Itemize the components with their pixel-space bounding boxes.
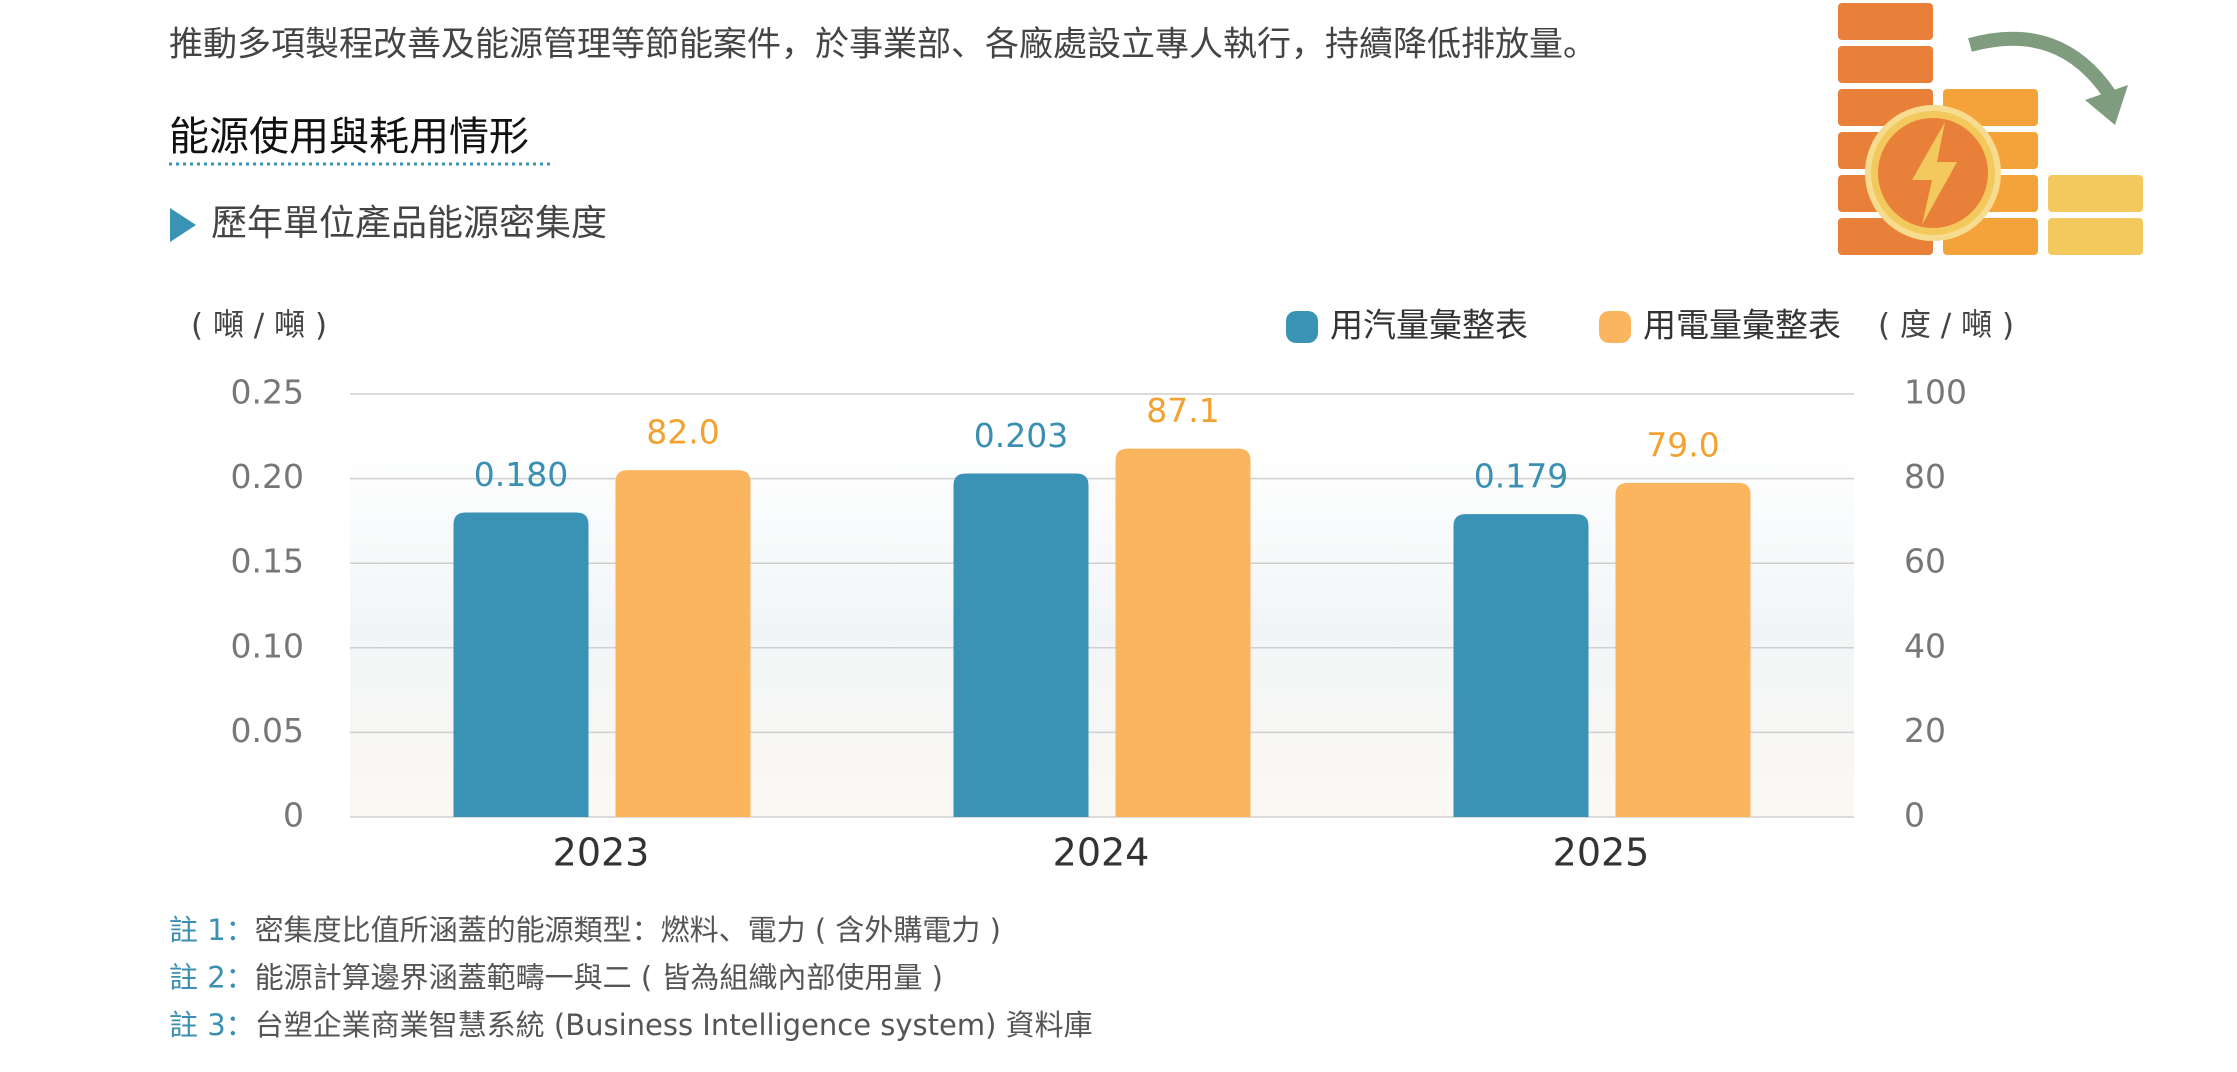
- legend-swatch: [1286, 311, 1318, 343]
- intro-text: 推動多項製程改善及能源管理等節能案件，於事業部、各廠處設立專人執行，持續降低排放…: [169, 25, 1597, 65]
- y2-tick-label: 60: [1904, 542, 1946, 581]
- x-tick-label: 2025: [1553, 831, 1650, 875]
- y2-axis-label: ( 度 / 噸 ): [1878, 308, 2014, 344]
- plot-background: [350, 440, 1854, 817]
- note: 註 3：台塑企業商業智慧系統 (Business Intelligence sy…: [169, 1008, 1093, 1042]
- note: 註 1：密集度比值所涵蓋的能源類型：燃料、電力 ( 含外購電力 ): [169, 913, 1001, 947]
- y-tick-label: 0.05: [231, 711, 304, 750]
- legend-swatch: [1599, 311, 1631, 343]
- legend-label: 用汽量彙整表: [1330, 306, 1528, 345]
- value-label: 87.1: [1146, 391, 1219, 430]
- note-text: 台塑企業商業智慧系統 (Business Intelligence system…: [255, 1008, 1093, 1042]
- y-tick-label: 0.25: [231, 373, 304, 412]
- chart-title: 歷年單位產品能源密集度: [211, 203, 607, 244]
- y2-tick-label: 100: [1904, 373, 1967, 412]
- value-label: 0.179: [1474, 457, 1568, 496]
- y2-tick-label: 80: [1904, 457, 1946, 496]
- note-label: 註 3：: [169, 1008, 255, 1042]
- bar: [453, 512, 589, 817]
- section-title: 能源使用與耗用情形: [169, 114, 529, 160]
- y-tick-label: 0: [283, 796, 304, 835]
- bar: [615, 470, 751, 817]
- y2-tick-label: 20: [1904, 711, 1946, 750]
- note-text: 密集度比值所涵蓋的能源類型：燃料、電力 ( 含外購電力 ): [255, 913, 1001, 947]
- value-label: 79.0: [1646, 425, 1719, 464]
- legend-label: 用電量彙整表: [1643, 306, 1841, 345]
- y-tick-label: 0.15: [231, 542, 304, 581]
- value-label: 0.180: [474, 455, 568, 494]
- x-tick-label: 2024: [1053, 831, 1150, 875]
- bullet-triangle: [170, 208, 196, 242]
- note-label: 註 1：: [169, 913, 255, 947]
- note-label: 註 2：: [169, 961, 255, 995]
- y2-tick-label: 0: [1904, 796, 1925, 835]
- energy-icon: [1838, 3, 2143, 255]
- note: 註 2：能源計算邊界涵蓋範疇一與二 ( 皆為組織內部使用量 ): [169, 961, 943, 995]
- x-tick-label: 2023: [553, 831, 650, 875]
- bar: [1615, 482, 1751, 817]
- note-text: 能源計算邊界涵蓋範疇一與二 ( 皆為組織內部使用量 ): [255, 961, 943, 995]
- bar: [1453, 514, 1589, 817]
- y-tick-label: 0.20: [231, 457, 304, 496]
- y-axis-label: ( 噸 / 噸 ): [191, 308, 327, 344]
- y-tick-label: 0.10: [231, 626, 304, 665]
- y2-tick-label: 40: [1904, 626, 1946, 665]
- bar: [953, 473, 1089, 817]
- bar: [1115, 448, 1251, 817]
- value-label: 82.0: [646, 413, 719, 452]
- value-label: 0.203: [974, 416, 1068, 455]
